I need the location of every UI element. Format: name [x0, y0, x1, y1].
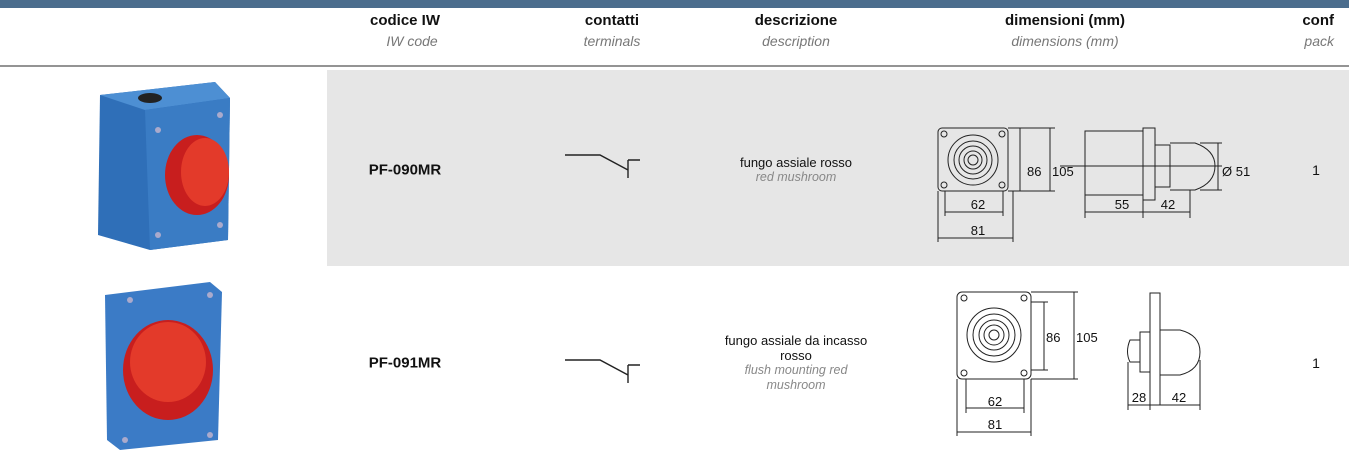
product-code: PF-090MR	[368, 161, 442, 179]
dimension-label: 105	[1052, 164, 1074, 179]
product-image	[98, 82, 230, 250]
column-title: descrizione	[754, 12, 838, 29]
description: fungo assiale da incasso rosso flush moun…	[716, 333, 876, 393]
product-image	[105, 282, 222, 450]
dimension-label: 55	[1115, 197, 1129, 212]
dimension-label: 62	[971, 197, 985, 212]
dimension-label: 62	[988, 394, 1002, 409]
top-bar	[0, 0, 1349, 8]
row-shade	[327, 70, 1349, 266]
description: fungo assiale rosso red mushroom	[716, 155, 876, 185]
dimension-label: Ø 51	[1222, 164, 1250, 179]
dimension-drawing	[937, 127, 1222, 242]
column-subtitle: dimensions (mm)	[1011, 33, 1119, 49]
column-title: dimensioni (mm)	[1004, 12, 1126, 29]
description-it: fungo assiale da incasso rosso	[724, 333, 868, 363]
dimension-label: 42	[1172, 390, 1186, 405]
product-code: PF-091MR	[368, 354, 442, 372]
column-title: conf	[1302, 12, 1334, 29]
description-en: red mushroom	[755, 170, 837, 184]
column-subtitle: description	[762, 33, 830, 49]
dimension-label: 105	[1076, 330, 1098, 345]
terminal-symbol	[565, 154, 640, 383]
dimension-drawing	[956, 291, 1201, 436]
column-title: codice IW	[369, 12, 441, 29]
dimension-label: 86	[1027, 164, 1041, 179]
column-title: contatti	[584, 12, 640, 29]
pack: 1	[1312, 162, 1320, 178]
dimension-label: 81	[988, 417, 1002, 432]
dimension-label: 86	[1046, 330, 1060, 345]
dimension-label: 81	[971, 223, 985, 238]
description-en: flush mounting red mushroom	[744, 363, 848, 392]
column-subtitle: pack	[1304, 33, 1334, 49]
pack: 1	[1312, 355, 1320, 371]
description-it: fungo assiale rosso	[739, 155, 852, 170]
dimension-label: 28	[1132, 390, 1146, 405]
column-subtitle: terminals	[583, 33, 641, 49]
column-subtitle: IW code	[386, 33, 438, 49]
dimension-label: 42	[1161, 197, 1175, 212]
